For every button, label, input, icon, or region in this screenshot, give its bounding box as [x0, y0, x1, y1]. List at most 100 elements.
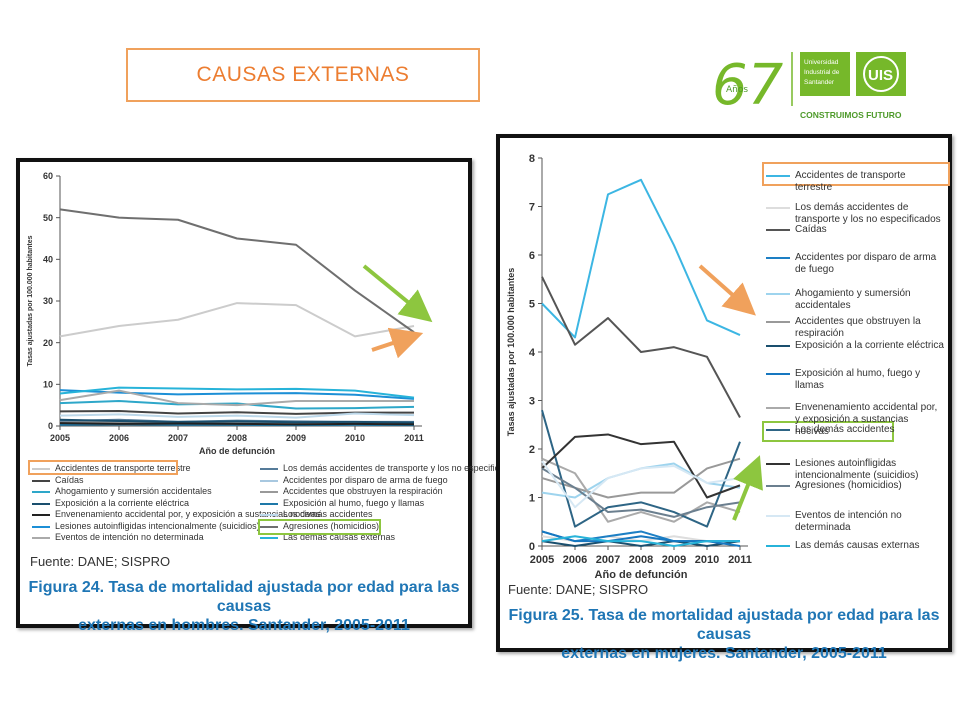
legend-label: Lesiones autoinfligidas intencionalmente…: [795, 458, 919, 481]
legend-label: Accidentes de transporte terrestre: [55, 463, 191, 473]
legend-label: Los demás accidentes: [283, 509, 373, 519]
x-tick-label: 2005: [530, 554, 554, 566]
y-tick-label: 40: [43, 254, 53, 264]
series-line: [541, 467, 741, 518]
female-chart-caption: Figura 25. Tasa de mortalidad ajustada p…: [508, 607, 940, 662]
legend-label: Exposición al humo, fuego y llamas: [283, 497, 425, 508]
series-line: [59, 418, 415, 424]
legend-label: Exposición a la corriente eléctrica: [795, 340, 944, 351]
y-tick-label: 0: [48, 421, 53, 431]
male-mortality-chart: 0 10 20 30 40 50 60 2005 2006 2007 2008 2009 2010 201…: [27, 171, 424, 456]
x-tick-label: 2008: [629, 554, 653, 566]
slide-title: CAUSAS EXTERNAS: [126, 48, 480, 102]
y-tick-label: 6: [529, 250, 535, 262]
series-line: [541, 535, 740, 547]
series-line: [541, 460, 741, 509]
female-mortality-chart: 0 1 2 3 4 5 6 7 8 2005 2006 2007 2008 2009 2010 2011 Año…: [506, 153, 790, 578]
legend-swatch: [260, 514, 278, 516]
legend-label: Lesiones autoinfligidas intencionalmente…: [55, 520, 260, 531]
legend-swatch: [260, 502, 278, 505]
series-line: [59, 386, 415, 399]
male-chart-source: Fuente: DANE; SISPRO: [30, 554, 171, 569]
legend-swatch: [32, 514, 50, 516]
male-chart-legend: Accidentes de transporte terrestre Caídas…: [20, 458, 519, 543]
y-tick-label: 4: [529, 347, 536, 359]
y-tick-label: 50: [43, 213, 53, 223]
legend-highlight-transport-r: [762, 162, 950, 186]
legend-swatch: [260, 537, 278, 539]
svg-text:Industrial de: Industrial de: [804, 69, 840, 76]
legend-swatch: [32, 468, 50, 470]
y-tick-label: 2: [529, 444, 535, 456]
legend-label: Ahogamiento y sumersión accidentales: [55, 486, 212, 496]
y-tick-label: 10: [43, 379, 53, 389]
legend-swatch: [32, 479, 50, 482]
x-tick-label: 2011: [404, 433, 424, 443]
logo-number: 67: [712, 53, 784, 118]
legend-label: Envenenamiento accidental por, y exposic…: [55, 509, 321, 519]
y-tick-label: 3: [529, 395, 535, 407]
legend-swatch: [32, 491, 50, 493]
female-chart-source: Fuente: DANE; SISPRO: [508, 582, 649, 597]
legend-label: Los demás accidentes: [795, 424, 895, 435]
legend-label: Accidentes de transporte terrestre: [795, 170, 906, 193]
female-chart-legend: Accidentes de transporte terrestre Los de…: [500, 138, 948, 578]
y-tick-label: 20: [43, 338, 53, 348]
svg-text:Santander: Santander: [804, 79, 835, 86]
x-tick-label: 2005: [50, 433, 70, 443]
x-axis-label: Año de defunción: [595, 569, 688, 578]
x-tick-label: 2010: [695, 554, 719, 566]
legend-label: Agresiones (homicidios): [283, 520, 380, 531]
legend-swatch: [32, 537, 50, 539]
series-line: [541, 409, 741, 528]
logo-small-text: Años: [726, 85, 748, 95]
legend-swatch: [260, 525, 278, 528]
svg-text:Universidad: Universidad: [804, 59, 839, 66]
legend-label: Envenenamiento accidental por, y exposic…: [795, 402, 938, 437]
legend-swatch: [32, 502, 50, 505]
legend-label: Las demás causas externas: [795, 540, 920, 551]
legend-label: Agresiones (homicidios): [795, 480, 902, 491]
series-line: [59, 412, 415, 419]
legend-label: Accidentes por disparo de arma de fuego: [283, 474, 448, 485]
series-line: [541, 433, 741, 499]
series-line: [541, 540, 741, 547]
series-line: [59, 389, 414, 407]
x-tick-label: 2006: [109, 433, 129, 443]
female-chart-panel: 0 1 2 3 4 5 6 7 8 2005 2006 2007 2008 2009 2010 2011 Año…: [496, 134, 952, 662]
legend-label: Eventos de intención no determinada: [55, 532, 204, 542]
legend-label: Accidentes que obstruyen la respiración: [795, 316, 921, 339]
legend-label: Las demás causas externas: [283, 532, 396, 542]
x-tick-label: 2010: [345, 433, 365, 443]
x-tick-label: 2008: [227, 433, 247, 443]
x-tick-label: 2009: [286, 433, 306, 443]
series-line: [59, 400, 415, 410]
y-tick-label: 8: [529, 153, 535, 165]
legend-swatch: [32, 525, 50, 528]
y-axis-label: Tasas ajustadas por 100.000 habitantes: [506, 268, 516, 436]
y-axis-label: Tasas ajustadas por 100.000 habitantes: [27, 235, 34, 366]
legend-swatch: [260, 479, 278, 482]
y-tick-label: 1: [529, 492, 535, 504]
y-tick-label: 30: [43, 296, 53, 306]
legend-swatch: [260, 491, 278, 493]
y-tick-label: 0: [529, 541, 535, 553]
y-tick-label: 60: [43, 171, 53, 181]
series-line: [59, 422, 415, 426]
x-tick-label: 2009: [662, 554, 686, 566]
logo-university-box: [800, 52, 850, 96]
x-tick-label: 2011: [728, 554, 752, 566]
series-line: [541, 457, 741, 523]
legend-label: Exposición al humo, fuego y llamas: [795, 368, 921, 391]
legend-highlight-homicides: [258, 519, 381, 535]
x-tick-label: 2007: [168, 433, 188, 443]
legend-label: Exposición a la corriente eléctrica: [55, 497, 190, 508]
x-axis-label: Año de defunción: [199, 446, 275, 456]
y-tick-label: 7: [529, 201, 535, 213]
legend-label: Accidentes por disparo de arma de fuego: [795, 252, 937, 275]
legend-label: Los demás accidentes de transporte y los…: [283, 463, 519, 473]
x-tick-label: 2006: [563, 554, 587, 566]
logo-slogan: CONSTRUIMOS FUTURO: [800, 110, 902, 120]
legend-label: Eventos de intención no determinada: [795, 510, 902, 533]
legend-label: Los demás accidentes de transporte y los…: [795, 202, 941, 225]
